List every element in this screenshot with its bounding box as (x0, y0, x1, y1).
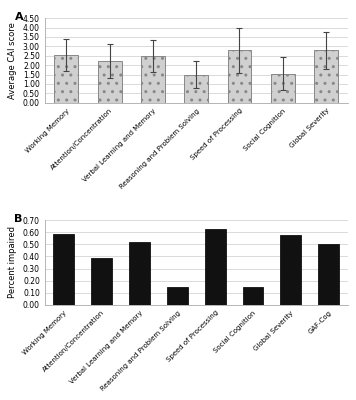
Bar (91, 258, 112, 305)
Bar (141, 56, 165, 103)
Bar (227, 50, 251, 103)
Text: B: B (15, 214, 23, 224)
Text: A: A (15, 12, 23, 22)
Bar (167, 287, 188, 305)
Bar (129, 242, 150, 305)
Bar (271, 74, 295, 103)
Bar (205, 229, 226, 305)
Bar (53, 234, 74, 305)
Bar (318, 244, 339, 305)
Bar (281, 235, 301, 305)
Y-axis label: Average CAI score: Average CAI score (8, 22, 17, 99)
Bar (54, 55, 78, 103)
Bar (184, 74, 208, 103)
Bar (98, 61, 121, 103)
Bar (314, 50, 338, 103)
Y-axis label: Percent impaired: Percent impaired (8, 226, 17, 298)
Bar (242, 287, 263, 305)
